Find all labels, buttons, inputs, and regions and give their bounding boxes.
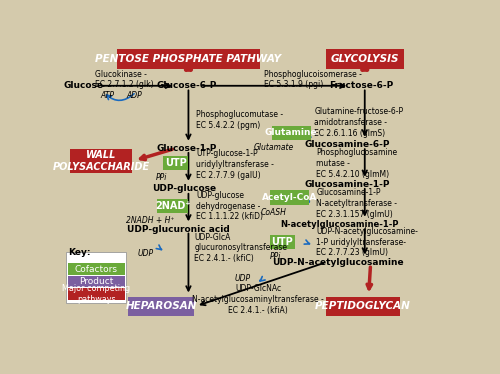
Text: Major competing
pathways: Major competing pathways — [62, 284, 130, 304]
FancyBboxPatch shape — [66, 252, 126, 303]
FancyBboxPatch shape — [326, 297, 400, 316]
FancyBboxPatch shape — [272, 126, 310, 140]
Text: GLYCOLYSIS: GLYCOLYSIS — [330, 54, 399, 64]
Text: UDP: UDP — [138, 249, 154, 258]
Text: Glutamine: Glutamine — [265, 128, 318, 137]
FancyBboxPatch shape — [70, 148, 132, 173]
Text: Glucose: Glucose — [64, 81, 104, 90]
Text: CoASH: CoASH — [261, 208, 286, 217]
Text: ATP: ATP — [100, 91, 114, 100]
Text: UDP-N-acetylglucosamine-
1-P uridylyltransferase-
EC 2.7.7.23 (glmU): UDP-N-acetylglucosamine- 1-P uridylyltra… — [316, 227, 418, 257]
Text: Glucosamine-6-P: Glucosamine-6-P — [304, 140, 390, 149]
Text: UDP: UDP — [234, 274, 251, 283]
FancyBboxPatch shape — [326, 49, 404, 69]
FancyBboxPatch shape — [128, 297, 194, 316]
Text: UDP-glucose
dehydrogenase -
EC 1.1.1.22 (kfiD): UDP-glucose dehydrogenase - EC 1.1.1.22 … — [196, 191, 263, 221]
Text: UDP-glucose: UDP-glucose — [152, 184, 216, 193]
Text: PPi: PPi — [156, 174, 167, 183]
FancyBboxPatch shape — [68, 263, 124, 275]
Text: UDP-GlcNAc
N-acetylglucosaminyltransferase -
EC 2.4.1.- (kfiA): UDP-GlcNAc N-acetylglucosaminyltransfera… — [192, 285, 324, 315]
Text: Glucose-6-P: Glucose-6-P — [156, 81, 216, 90]
Text: Glutamine-fructose-6-P
amidotransferase -
EC 2.6.1.16 (glmS): Glutamine-fructose-6-P amidotransferase … — [314, 107, 404, 138]
FancyBboxPatch shape — [270, 235, 295, 249]
Text: UDP-glucuronic acid: UDP-glucuronic acid — [128, 225, 230, 234]
FancyBboxPatch shape — [158, 199, 188, 213]
Text: Glutamate: Glutamate — [254, 143, 294, 152]
Text: WALL
POLYSACCHARIDE: WALL POLYSACCHARIDE — [52, 150, 150, 172]
Text: Glucosamine-1-P: Glucosamine-1-P — [304, 180, 390, 189]
Text: Cofactors: Cofactors — [75, 265, 118, 274]
Text: Acetyl-CoA: Acetyl-CoA — [262, 193, 317, 202]
Text: UTP: UTP — [272, 237, 293, 247]
Text: HEPAROSAN: HEPAROSAN — [126, 301, 197, 311]
Text: Phosphoglucomutase -
EC 5.4.2.2 (pgm): Phosphoglucomutase - EC 5.4.2.2 (pgm) — [196, 110, 284, 130]
FancyBboxPatch shape — [270, 190, 308, 205]
FancyBboxPatch shape — [117, 49, 260, 69]
Text: UDP-GlcA
glucuronosyltransferase
EC 2.4.1.- (kfiC): UDP-GlcA glucuronosyltransferase EC 2.4.… — [194, 233, 287, 263]
FancyBboxPatch shape — [68, 288, 124, 300]
Text: UDP-N-acetylglucosamine: UDP-N-acetylglucosamine — [272, 258, 404, 267]
Text: Phosphoglucoisomerase -
EC 5.3.1.9 (pgi): Phosphoglucoisomerase - EC 5.3.1.9 (pgi) — [264, 70, 362, 89]
Text: Fructose-6-P: Fructose-6-P — [329, 81, 393, 90]
Text: ADP: ADP — [126, 91, 142, 100]
Text: PEPTIDOGLYCAN: PEPTIDOGLYCAN — [315, 301, 410, 311]
Text: Glucokinase -
EC 2.7.1.2 (glk): Glucokinase - EC 2.7.1.2 (glk) — [95, 70, 154, 89]
Text: Phosphoglucosamine
mutase -
EC 5.4.2.10 (glmM): Phosphoglucosamine mutase - EC 5.4.2.10 … — [316, 148, 398, 179]
Text: PPi: PPi — [270, 252, 281, 261]
Text: UTP: UTP — [165, 158, 186, 168]
FancyBboxPatch shape — [163, 156, 188, 170]
FancyBboxPatch shape — [68, 276, 124, 287]
Text: Glucose-1-P: Glucose-1-P — [156, 144, 216, 153]
Text: N-acetylglucosamine-1-P: N-acetylglucosamine-1-P — [280, 220, 399, 229]
Text: 2NADH + H⁺: 2NADH + H⁺ — [126, 216, 174, 225]
Text: Product: Product — [79, 277, 114, 286]
Text: PENTOSE PHOSPHATE PATHWAY: PENTOSE PHOSPHATE PATHWAY — [96, 54, 282, 64]
Text: Key:: Key: — [68, 248, 91, 257]
Text: 2NAD⁺: 2NAD⁺ — [155, 201, 191, 211]
Text: Glucosamine-1-P
N-acetyltransferase -
EC 2.3.1.157 (glmU): Glucosamine-1-P N-acetyltransferase - EC… — [316, 188, 398, 218]
Text: UTP-glucose-1-P
uridylyltransferase -
EC 2.7.7.9 (galU): UTP-glucose-1-P uridylyltransferase - EC… — [196, 149, 274, 180]
